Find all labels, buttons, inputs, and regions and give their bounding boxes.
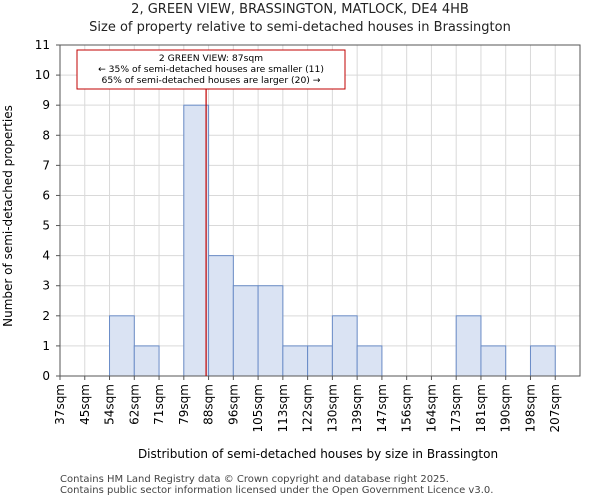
y-tick-label: 11 bbox=[35, 38, 50, 52]
x-tick-label: 62sqm bbox=[127, 384, 141, 425]
bar-105sqm bbox=[257, 285, 284, 377]
x-tick-label: 173sqm bbox=[449, 384, 463, 432]
bar-54sqm bbox=[109, 315, 135, 377]
bar-181sqm bbox=[480, 345, 507, 377]
x-tick-label: 37sqm bbox=[53, 384, 67, 425]
x-tick-label: 54sqm bbox=[103, 384, 117, 425]
x-tick-label: 130sqm bbox=[325, 384, 339, 432]
x-tick-label: 181sqm bbox=[474, 384, 488, 432]
x-tick-label: 79sqm bbox=[177, 384, 191, 425]
annotation-box: 2 GREEN VIEW: 87sqm ← 35% of semi-detach… bbox=[76, 49, 346, 90]
annotation-line1: 2 GREEN VIEW: 87sqm bbox=[159, 53, 263, 64]
y-tick-label: 3 bbox=[42, 279, 50, 293]
y-tick-label: 6 bbox=[42, 188, 50, 202]
chart-title-line2: Size of property relative to semi-detach… bbox=[89, 20, 511, 35]
footer-line2: Contains public sector information licen… bbox=[60, 485, 494, 496]
y-tick-label: 8 bbox=[42, 128, 50, 142]
x-tick-label: 190sqm bbox=[499, 384, 513, 432]
bar-198sqm bbox=[529, 345, 556, 377]
histogram-chart: 0 1 2 3 4 5 6 7 8 9 10 11 37sqm 45sqm 54sqm 62sqm 71sqm… bbox=[1, 38, 581, 461]
annotation-line3: 65% of semi-detached houses are larger (… bbox=[101, 75, 320, 86]
bar-96sqm bbox=[232, 285, 259, 377]
y-tick-label: 1 bbox=[42, 339, 50, 353]
chart-title-line1: 2, GREEN VIEW, BRASSINGTON, MATLOCK, DE4… bbox=[131, 2, 469, 17]
y-tick-label: 9 bbox=[42, 98, 50, 112]
bar-122sqm bbox=[307, 345, 333, 377]
y-tick-label: 5 bbox=[42, 219, 50, 233]
x-tick-label: 207sqm bbox=[548, 384, 562, 432]
y-tick-label: 7 bbox=[42, 158, 50, 172]
x-tick-label: 139sqm bbox=[350, 384, 364, 432]
grid-lines bbox=[59, 44, 581, 377]
x-tick-label: 96sqm bbox=[226, 384, 240, 425]
bar-113sqm bbox=[282, 345, 309, 377]
y-axis-label: Number of semi-detached properties bbox=[1, 105, 15, 327]
x-axis-ticks: 37sqm 45sqm 54sqm 62sqm 71sqm 79sqm 88sqm 96sqm… bbox=[53, 376, 562, 432]
y-axis-ticks: 0 1 2 3 4 5 6 7 8 9 10 11 bbox=[35, 38, 60, 383]
bar-88sqm bbox=[208, 255, 234, 377]
bar-130sqm bbox=[331, 315, 358, 377]
y-tick-label: 0 bbox=[42, 369, 50, 383]
y-tick-label: 10 bbox=[35, 68, 50, 82]
x-tick-label: 88sqm bbox=[202, 384, 216, 425]
plot-frame bbox=[59, 44, 581, 377]
x-axis-label: Distribution of semi-detached houses by … bbox=[138, 447, 498, 461]
annotation-line2: ← 35% of semi-detached houses are smalle… bbox=[98, 64, 324, 75]
x-tick-label: 122sqm bbox=[301, 384, 315, 432]
y-tick-label: 4 bbox=[42, 249, 50, 263]
footer-line1: Contains HM Land Registry data © Crown c… bbox=[60, 474, 449, 485]
bar-173sqm bbox=[455, 315, 482, 377]
x-tick-label: 156sqm bbox=[400, 384, 414, 432]
bar-62sqm bbox=[133, 345, 160, 377]
x-tick-label: 198sqm bbox=[523, 384, 537, 432]
x-tick-label: 45sqm bbox=[78, 384, 92, 425]
x-tick-label: 164sqm bbox=[424, 384, 438, 432]
bar-79sqm bbox=[183, 104, 210, 377]
x-tick-label: 105sqm bbox=[251, 384, 265, 432]
bars bbox=[109, 104, 556, 377]
y-tick-label: 2 bbox=[42, 309, 50, 323]
x-tick-label: 147sqm bbox=[375, 384, 389, 432]
x-tick-label: 113sqm bbox=[276, 384, 290, 432]
bar-139sqm bbox=[356, 345, 383, 377]
x-tick-label: 71sqm bbox=[152, 384, 166, 425]
